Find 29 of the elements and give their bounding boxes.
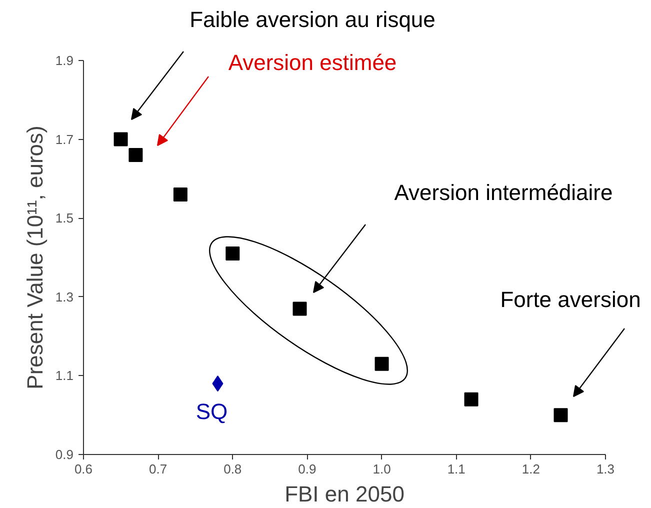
y-tick-label: 1.3 [55,289,74,304]
annotation: Aversion intermédiaire [394,180,613,205]
y-tick-label: 1.7 [55,132,74,147]
y-tick-label: 0.9 [55,447,74,462]
x-tick-label: 0.6 [74,462,93,476]
y-tick-label: 1.9 [55,53,74,68]
point [226,246,240,261]
x-tick-label: 1.2 [522,462,540,476]
point [292,302,307,316]
x-tick-label: 0.7 [149,462,168,476]
text: Faible aversion au risque [190,7,436,32]
y-axis-title: Present Value (10¹¹, euros) [22,126,48,390]
annotation: Forte aversion [500,287,641,312]
x-axis-title: FBI en 2050 [284,482,404,506]
y-tick-label: 1.1 [55,368,74,384]
point [554,408,568,422]
x-tick-label: 1.1 [447,462,466,476]
point [173,187,188,202]
x-tick-label: 0.8 [224,462,242,476]
annotation: Aversion estimée [228,50,397,75]
x-tick-label: 1.0 [372,462,391,476]
point [464,392,478,406]
series-label: SQ [196,399,228,424]
point [374,356,389,371]
point [114,132,128,146]
x-tick-label: 0.9 [298,462,316,476]
y-tick-label: 1.5 [55,210,74,226]
point [128,148,143,162]
x-tick-label: 1.3 [596,462,615,476]
